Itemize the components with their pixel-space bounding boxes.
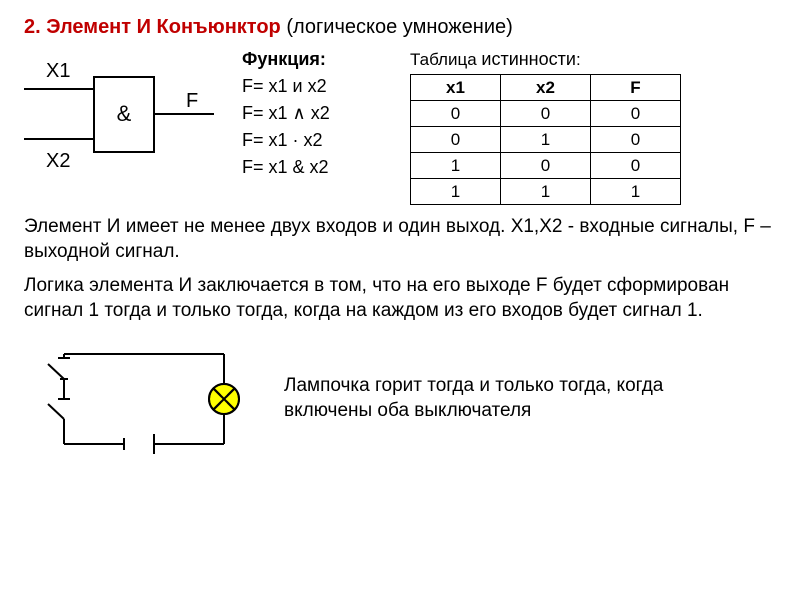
function-line-3: F= x1 & x2 [242, 157, 392, 178]
gate-output-label: F [186, 90, 198, 112]
th-x1: x1 [411, 75, 501, 101]
top-row: & X1 X2 F Функция: F= x1 и x2 F= x1 ∧ x2… [24, 49, 776, 205]
truth-table: x1 x2 F 0 0 0 0 1 0 1 0 [410, 74, 681, 205]
table-row: 1 0 0 [411, 153, 681, 179]
circuit-diagram [24, 334, 264, 464]
function-line-1: F= x1 ∧ x2 [242, 103, 392, 124]
page-title: 2. Элемент И Конъюнктор (логическое умно… [24, 16, 776, 39]
gate-symbol: & [117, 101, 132, 126]
table-row: 0 0 0 [411, 101, 681, 127]
caption-suffix: : [576, 50, 581, 69]
title-sub: (логическое умножение) [281, 16, 513, 38]
lamp-description: Лампочка горит тогда и только тогда, ког… [284, 374, 734, 423]
th-x2: x2 [501, 75, 591, 101]
table-row: 1 1 1 [411, 179, 681, 205]
th-f: F [591, 75, 681, 101]
function-heading: Функция: [242, 49, 392, 70]
gate-input1-label: X1 [46, 60, 70, 82]
truth-table-caption: Таблица истинности: [410, 49, 681, 70]
function-block: Функция: F= x1 и x2 F= x1 ∧ x2 F= x1 · x… [242, 49, 392, 184]
truth-table-block: Таблица истинности: x1 x2 F 0 0 0 0 1 [410, 49, 681, 205]
table-row: 0 1 0 [411, 127, 681, 153]
title-main: 2. Элемент И Конъюнктор [24, 16, 281, 38]
bottom-row: Лампочка горит тогда и только тогда, ког… [24, 334, 776, 464]
gate-svg: & X1 X2 F [24, 49, 224, 179]
circuit-svg [24, 334, 264, 464]
description-p2: Логика элемента И заключается в том, что… [24, 274, 776, 323]
logic-gate-diagram: & X1 X2 F [24, 49, 224, 179]
function-line-0: F= x1 и x2 [242, 76, 392, 97]
caption-strong: истинности [481, 49, 576, 69]
table-header-row: x1 x2 F [411, 75, 681, 101]
description-p1: Элемент И имеет не менее двух входов и о… [24, 215, 776, 264]
caption-prefix: Таблица [410, 50, 481, 69]
function-line-2: F= x1 · x2 [242, 130, 392, 151]
gate-input2-label: X2 [46, 150, 70, 172]
